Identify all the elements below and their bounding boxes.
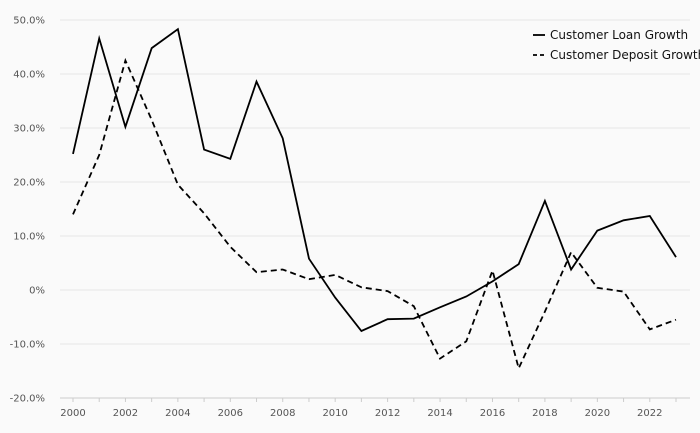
y-tick-label: 40.0% bbox=[13, 70, 45, 81]
y-tick-label: -10.0% bbox=[10, 340, 45, 351]
x-tick-label: 2018 bbox=[532, 408, 557, 419]
x-tick-label: 2002 bbox=[113, 408, 138, 419]
series-line bbox=[72, 57, 677, 371]
y-tick-label: 50.0% bbox=[13, 16, 45, 27]
y-tick-label: -20.0% bbox=[10, 394, 45, 405]
gridlines bbox=[60, 19, 690, 399]
series-line bbox=[72, 27, 677, 333]
legend-label: Customer Loan Growth bbox=[550, 28, 688, 42]
x-tick-label: 2014 bbox=[427, 408, 452, 419]
x-tick-label: 2020 bbox=[585, 408, 610, 419]
x-tick-label: 2022 bbox=[637, 408, 662, 419]
x-axis-tick-labels: 2000 2002 2004 2006 2008 2010 2012 2014 2016 2018… bbox=[60, 408, 662, 419]
series-lines bbox=[72, 27, 677, 371]
y-axis-tick-labels: -20.0% -10.0% 0% 10.0% 20.0% 30.0% 40.0% 50.0% bbox=[10, 16, 45, 405]
x-tick-label: 2016 bbox=[480, 408, 505, 419]
legend-label: Customer Deposit Growth bbox=[550, 48, 700, 62]
x-tick-label: 2004 bbox=[165, 408, 190, 419]
x-tick-label: 2012 bbox=[375, 408, 400, 419]
y-tick-label: 20.0% bbox=[13, 178, 45, 189]
x-tick-label: 2010 bbox=[322, 408, 347, 419]
x-axis bbox=[60, 397, 690, 402]
y-tick-label: 10.0% bbox=[13, 232, 45, 243]
x-tick-label: 2000 bbox=[60, 408, 85, 419]
y-tick-label: 0% bbox=[29, 286, 45, 297]
x-tick-label: 2006 bbox=[218, 408, 243, 419]
x-tick-label: 2008 bbox=[270, 408, 295, 419]
y-tick-label: 30.0% bbox=[13, 124, 45, 135]
legend: Customer Loan Growth Customer Deposit Gro… bbox=[533, 28, 700, 62]
